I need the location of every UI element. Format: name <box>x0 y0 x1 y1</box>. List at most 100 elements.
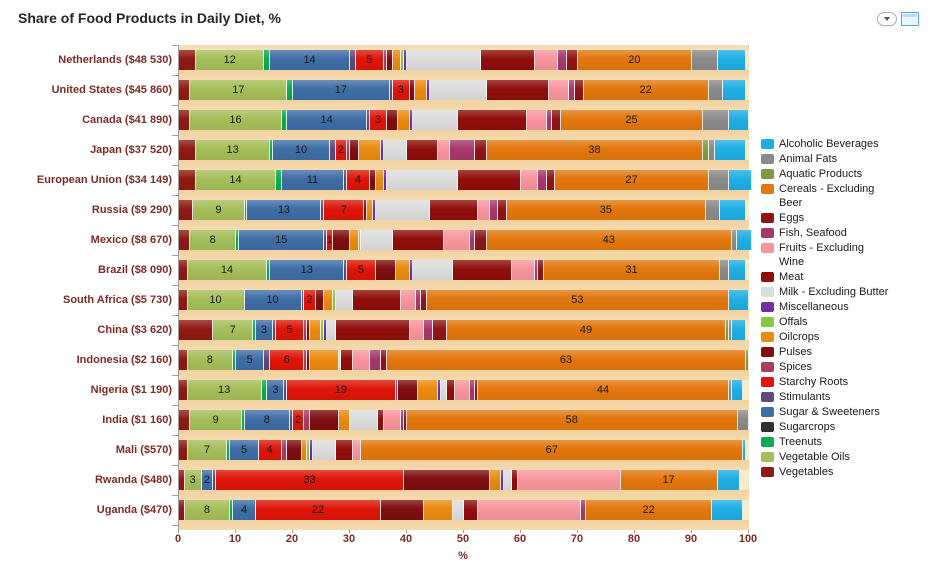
bar-segment[interactable] <box>307 320 311 340</box>
bar-segment[interactable] <box>307 350 311 370</box>
bar-segment[interactable] <box>438 380 442 400</box>
legend-item[interactable]: Eggs <box>761 211 933 225</box>
bar-segment[interactable]: 5 <box>235 350 265 370</box>
legend-item[interactable]: Offals <box>761 315 933 329</box>
bar-segment[interactable]: 7 <box>187 440 228 460</box>
bar-segment[interactable] <box>227 440 231 460</box>
legend-item[interactable]: Fruits - Excluding Wine <box>761 241 933 269</box>
bar-segment[interactable] <box>404 410 407 430</box>
bar-segment[interactable]: 17 <box>620 470 718 490</box>
bar-segment[interactable] <box>424 500 453 520</box>
bar-segment[interactable] <box>469 230 476 250</box>
bar-segment[interactable]: 5 <box>355 50 385 70</box>
bar-segment[interactable] <box>501 470 504 490</box>
bar-segment[interactable] <box>244 200 248 220</box>
bar-segment[interactable] <box>703 110 729 130</box>
bar-segment[interactable] <box>409 320 425 340</box>
bar-segment[interactable] <box>503 470 513 490</box>
bar-segment[interactable] <box>720 260 729 280</box>
bar-segment[interactable] <box>338 410 350 430</box>
bar-segment[interactable] <box>566 50 578 70</box>
bar-segment[interactable] <box>281 110 288 130</box>
bar-segment[interactable] <box>429 200 479 220</box>
bar-segment[interactable] <box>179 200 194 220</box>
bar-segment[interactable] <box>424 320 433 340</box>
bar-segment[interactable] <box>301 290 305 310</box>
bar-segment[interactable] <box>179 50 197 70</box>
bar-segment[interactable] <box>324 230 328 250</box>
bar-segment[interactable] <box>726 320 729 340</box>
bar-segment[interactable] <box>264 350 271 370</box>
bar-segment[interactable] <box>743 440 747 460</box>
legend-item[interactable]: Treenuts <box>761 435 933 449</box>
bar-segment[interactable]: 53 <box>426 290 729 310</box>
bar-segment[interactable]: 10 <box>187 290 245 310</box>
bar-segment[interactable] <box>463 500 479 520</box>
bar-segment[interactable] <box>703 140 709 160</box>
bar-segment[interactable]: 4 <box>233 500 256 520</box>
bar-segment[interactable] <box>384 170 387 190</box>
bar-segment[interactable]: 10 <box>244 290 302 310</box>
bar-segment[interactable] <box>481 50 536 70</box>
bar-segment[interactable] <box>714 140 747 160</box>
bar-segment[interactable] <box>455 380 470 400</box>
legend-item[interactable]: Sugar & Sweeteners <box>761 405 933 419</box>
bar-segment[interactable]: 7 <box>213 320 254 340</box>
bar-segment[interactable]: 2 <box>292 410 305 430</box>
bar-segment[interactable] <box>384 410 402 430</box>
bar-segment[interactable] <box>386 170 459 190</box>
bar-segment[interactable] <box>401 50 405 70</box>
bar-segment[interactable] <box>372 200 376 220</box>
bar-segment[interactable]: 3 <box>392 80 410 100</box>
legend-item[interactable]: Starchy Roots <box>761 375 933 389</box>
bar-segment[interactable] <box>304 410 311 430</box>
bar-segment[interactable]: 27 <box>555 170 709 190</box>
bar-segment[interactable]: 5 <box>347 260 376 280</box>
bar-segment[interactable] <box>706 200 721 220</box>
bar-segment[interactable] <box>728 290 749 310</box>
bar-segment[interactable] <box>538 170 547 190</box>
legend-item[interactable]: Meat <box>761 270 933 284</box>
bar-segment[interactable] <box>384 50 387 70</box>
bar-segment[interactable]: 4 <box>258 440 282 460</box>
bar-segment[interactable]: 8 <box>187 350 234 370</box>
bar-segment[interactable] <box>449 140 476 160</box>
bar-segment[interactable] <box>406 140 439 160</box>
bar-segment[interactable] <box>575 80 584 100</box>
bar-segment[interactable] <box>728 320 732 340</box>
bar-segment[interactable] <box>406 50 482 70</box>
bar-segment[interactable] <box>338 350 342 370</box>
legend-item[interactable]: Cereals - Excluding Beer <box>761 182 933 210</box>
bar-segment[interactable] <box>728 380 732 400</box>
bar-segment[interactable] <box>401 410 405 430</box>
bar-segment[interactable] <box>310 320 322 340</box>
bar-segment[interactable] <box>415 290 422 310</box>
bar-segment[interactable]: 22 <box>255 500 382 520</box>
legend-item[interactable]: Fish, Seafood <box>761 226 933 240</box>
bar-segment[interactable]: 25 <box>560 110 704 130</box>
bar-segment[interactable] <box>335 320 410 340</box>
bar-segment[interactable] <box>179 410 191 430</box>
bar-segment[interactable] <box>475 140 487 160</box>
bar-segment[interactable]: 13 <box>247 200 322 220</box>
bar-segment[interactable] <box>324 290 333 310</box>
window-button[interactable] <box>901 12 919 26</box>
bar-segment[interactable] <box>179 290 188 310</box>
bar-segment[interactable] <box>398 110 410 130</box>
bar-segment[interactable]: 3 <box>369 110 387 130</box>
bar-segment[interactable] <box>264 50 271 70</box>
bar-segment[interactable]: 67 <box>361 440 744 460</box>
bar-segment[interactable] <box>412 260 453 280</box>
bar-segment[interactable] <box>344 260 348 280</box>
bar-segment[interactable] <box>421 290 427 310</box>
bar-segment[interactable] <box>512 260 536 280</box>
legend-item[interactable]: Animal Fats <box>761 152 933 166</box>
bar-segment[interactable] <box>179 80 191 100</box>
bar-segment[interactable] <box>310 350 339 370</box>
bar-segment[interactable] <box>469 380 476 400</box>
bar-segment[interactable]: 13 <box>270 260 345 280</box>
bar-segment[interactable] <box>535 50 558 70</box>
bar-segment[interactable] <box>737 230 752 250</box>
legend-item[interactable]: Stimulants <box>761 390 933 404</box>
bar-segment[interactable] <box>395 380 399 400</box>
